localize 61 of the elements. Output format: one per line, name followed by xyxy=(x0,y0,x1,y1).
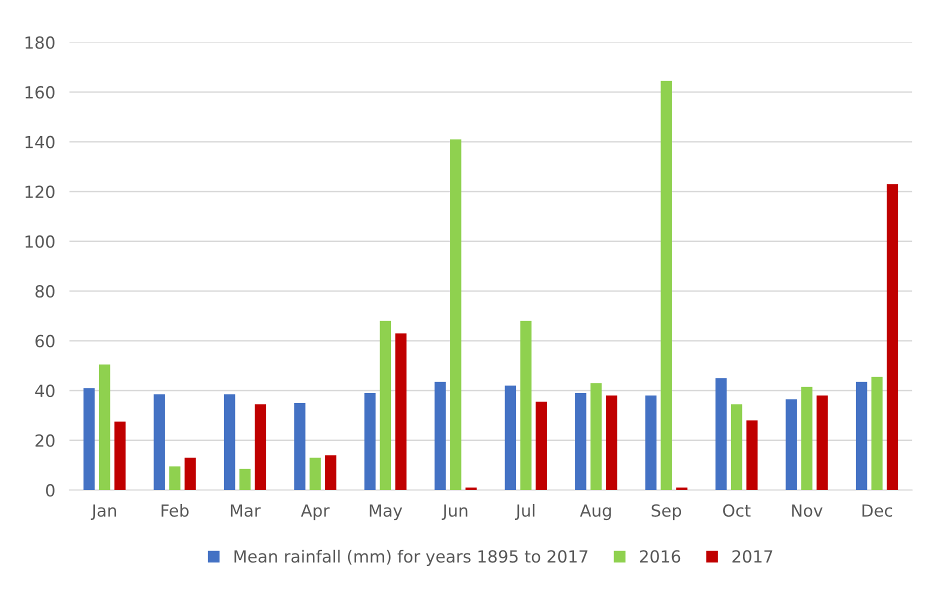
y-tick-label: 80 xyxy=(35,285,54,298)
bar xyxy=(520,320,532,490)
bar xyxy=(83,388,95,490)
bar xyxy=(380,320,392,490)
x-tick-label: Jul xyxy=(514,504,534,520)
bar xyxy=(114,422,126,490)
y-tick-label: 160 xyxy=(26,86,54,99)
bar xyxy=(786,399,797,490)
bar xyxy=(466,488,477,490)
bar xyxy=(606,396,618,490)
bar xyxy=(504,386,516,490)
y-tick-label: 100 xyxy=(26,235,54,248)
x-tick-label: May xyxy=(370,504,402,520)
bar xyxy=(660,80,672,490)
y-tick-label: 60 xyxy=(36,334,54,348)
bar xyxy=(310,458,321,490)
bar xyxy=(816,396,828,490)
bar xyxy=(364,393,376,490)
bar xyxy=(886,184,898,490)
bar xyxy=(676,488,688,490)
x-tick-label: Feb xyxy=(162,504,189,517)
bar xyxy=(645,396,657,490)
legend-label: 2016 xyxy=(640,550,680,563)
bar xyxy=(746,420,758,490)
legend-label: Mean rainfall (mm) for years 1895 to 2017 xyxy=(234,550,588,566)
bar xyxy=(536,402,547,490)
bar xyxy=(871,376,883,490)
bar xyxy=(590,383,602,490)
x-tick-label: Mar xyxy=(230,504,261,517)
x-tick-label: Aug xyxy=(580,504,611,520)
bar xyxy=(434,382,446,490)
bar xyxy=(239,468,251,490)
x-tick-label: Dec xyxy=(862,504,892,517)
bar xyxy=(169,466,180,490)
y-tick-label: 140 xyxy=(26,136,54,148)
bar xyxy=(184,458,196,490)
bar xyxy=(715,378,727,490)
x-tick-label: Jan xyxy=(90,504,116,520)
y-tick-label: 180 xyxy=(26,36,54,49)
x-tick-label: Oct xyxy=(723,504,751,517)
bar xyxy=(98,364,110,490)
bar xyxy=(856,382,868,490)
bar xyxy=(325,455,336,490)
y-tick-label: 20 xyxy=(36,434,54,447)
y-tick-label: 40 xyxy=(35,384,54,398)
bar xyxy=(395,333,407,490)
bar xyxy=(450,139,462,490)
bar xyxy=(154,394,165,490)
legend-label: 2017 xyxy=(732,550,772,563)
bar xyxy=(575,393,586,490)
y-tick-label: 0 xyxy=(46,484,54,497)
bar xyxy=(224,394,236,490)
x-tick-label: Jun xyxy=(442,504,468,520)
bar xyxy=(730,404,742,490)
y-tick-label: 120 xyxy=(26,186,54,198)
bar xyxy=(294,402,306,490)
x-tick-label: Sep xyxy=(652,504,682,520)
bar xyxy=(801,386,812,490)
bar xyxy=(254,404,266,490)
x-tick-label: Apr xyxy=(300,504,330,520)
x-tick-label: Nov xyxy=(792,504,823,517)
